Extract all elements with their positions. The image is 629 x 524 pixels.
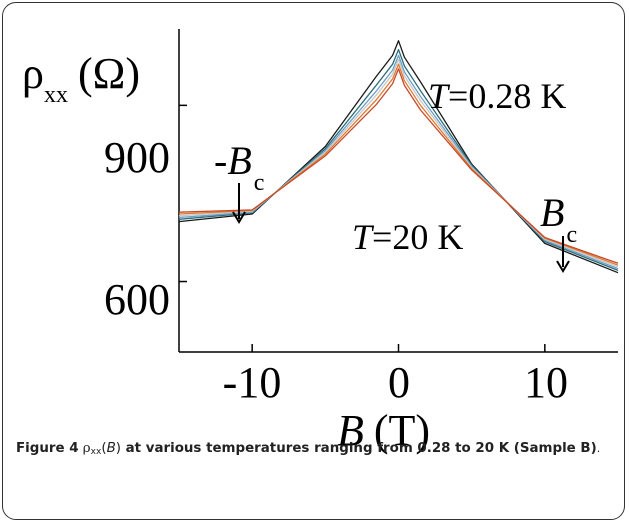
y-label-unit: (Ω) [78,49,140,98]
annotation-t-low-sym: T [352,217,375,257]
annotation-pos-bc-sym: B [540,190,564,235]
series-lines [178,40,619,274]
arrow-pos-bc [556,236,570,273]
y-axis-label: ρxx (Ω) [22,49,140,108]
series-line-5 [178,68,619,264]
figure-caption: Figure 4 ρxx(B) at various temperatures … [16,439,614,463]
caption-arg: B [106,441,116,456]
arrow-neg-bc [232,183,246,224]
x-tick-label-neg10: -10 [223,358,282,407]
caption-arg-close: ) [115,441,121,456]
annotation-t-low: T=20 K [352,217,463,257]
annotation-neg-bc-sub: c [254,170,265,196]
caption-rho: ρ [82,441,91,456]
annotation-t-low-text: =20 K [372,217,463,257]
y-tick-label-900: 900 [104,133,170,182]
annotation-neg-bc-minus: - [214,138,227,183]
annotation-neg-bc-sym: B [227,138,251,183]
annotation-t-high-sym: T [428,76,451,116]
x-axis-label: B (T) [337,406,430,455]
annotation-neg-bc: -Bc [214,138,264,196]
annotation-pos-bc-sub: c [566,222,577,248]
annotation-pos-bc: Bc [540,190,577,248]
caption-rho-sub: xx [90,447,102,457]
x-tick-label-10: 10 [524,358,568,407]
x-label-sym: B [337,406,364,455]
x-label-unit: (T) [374,406,430,455]
caption-arg-open: ( [101,441,107,456]
y-label-rho: ρ [22,49,44,98]
y-label-sub: xx [44,82,68,108]
x-tick-label-0: 0 [388,358,410,407]
figure-frame [2,2,625,520]
caption-figure-label: Figure 4 [16,441,79,456]
caption-text: at various temperatures ranging from 0.2… [120,441,597,456]
axis-ticks [179,104,546,352]
annotation-t-high-text: =0.28 K [448,76,566,116]
annotation-t-high: T=0.28 K [428,76,566,116]
y-tick-label-600: 600 [104,275,170,324]
caption-tail: . [596,442,601,455]
